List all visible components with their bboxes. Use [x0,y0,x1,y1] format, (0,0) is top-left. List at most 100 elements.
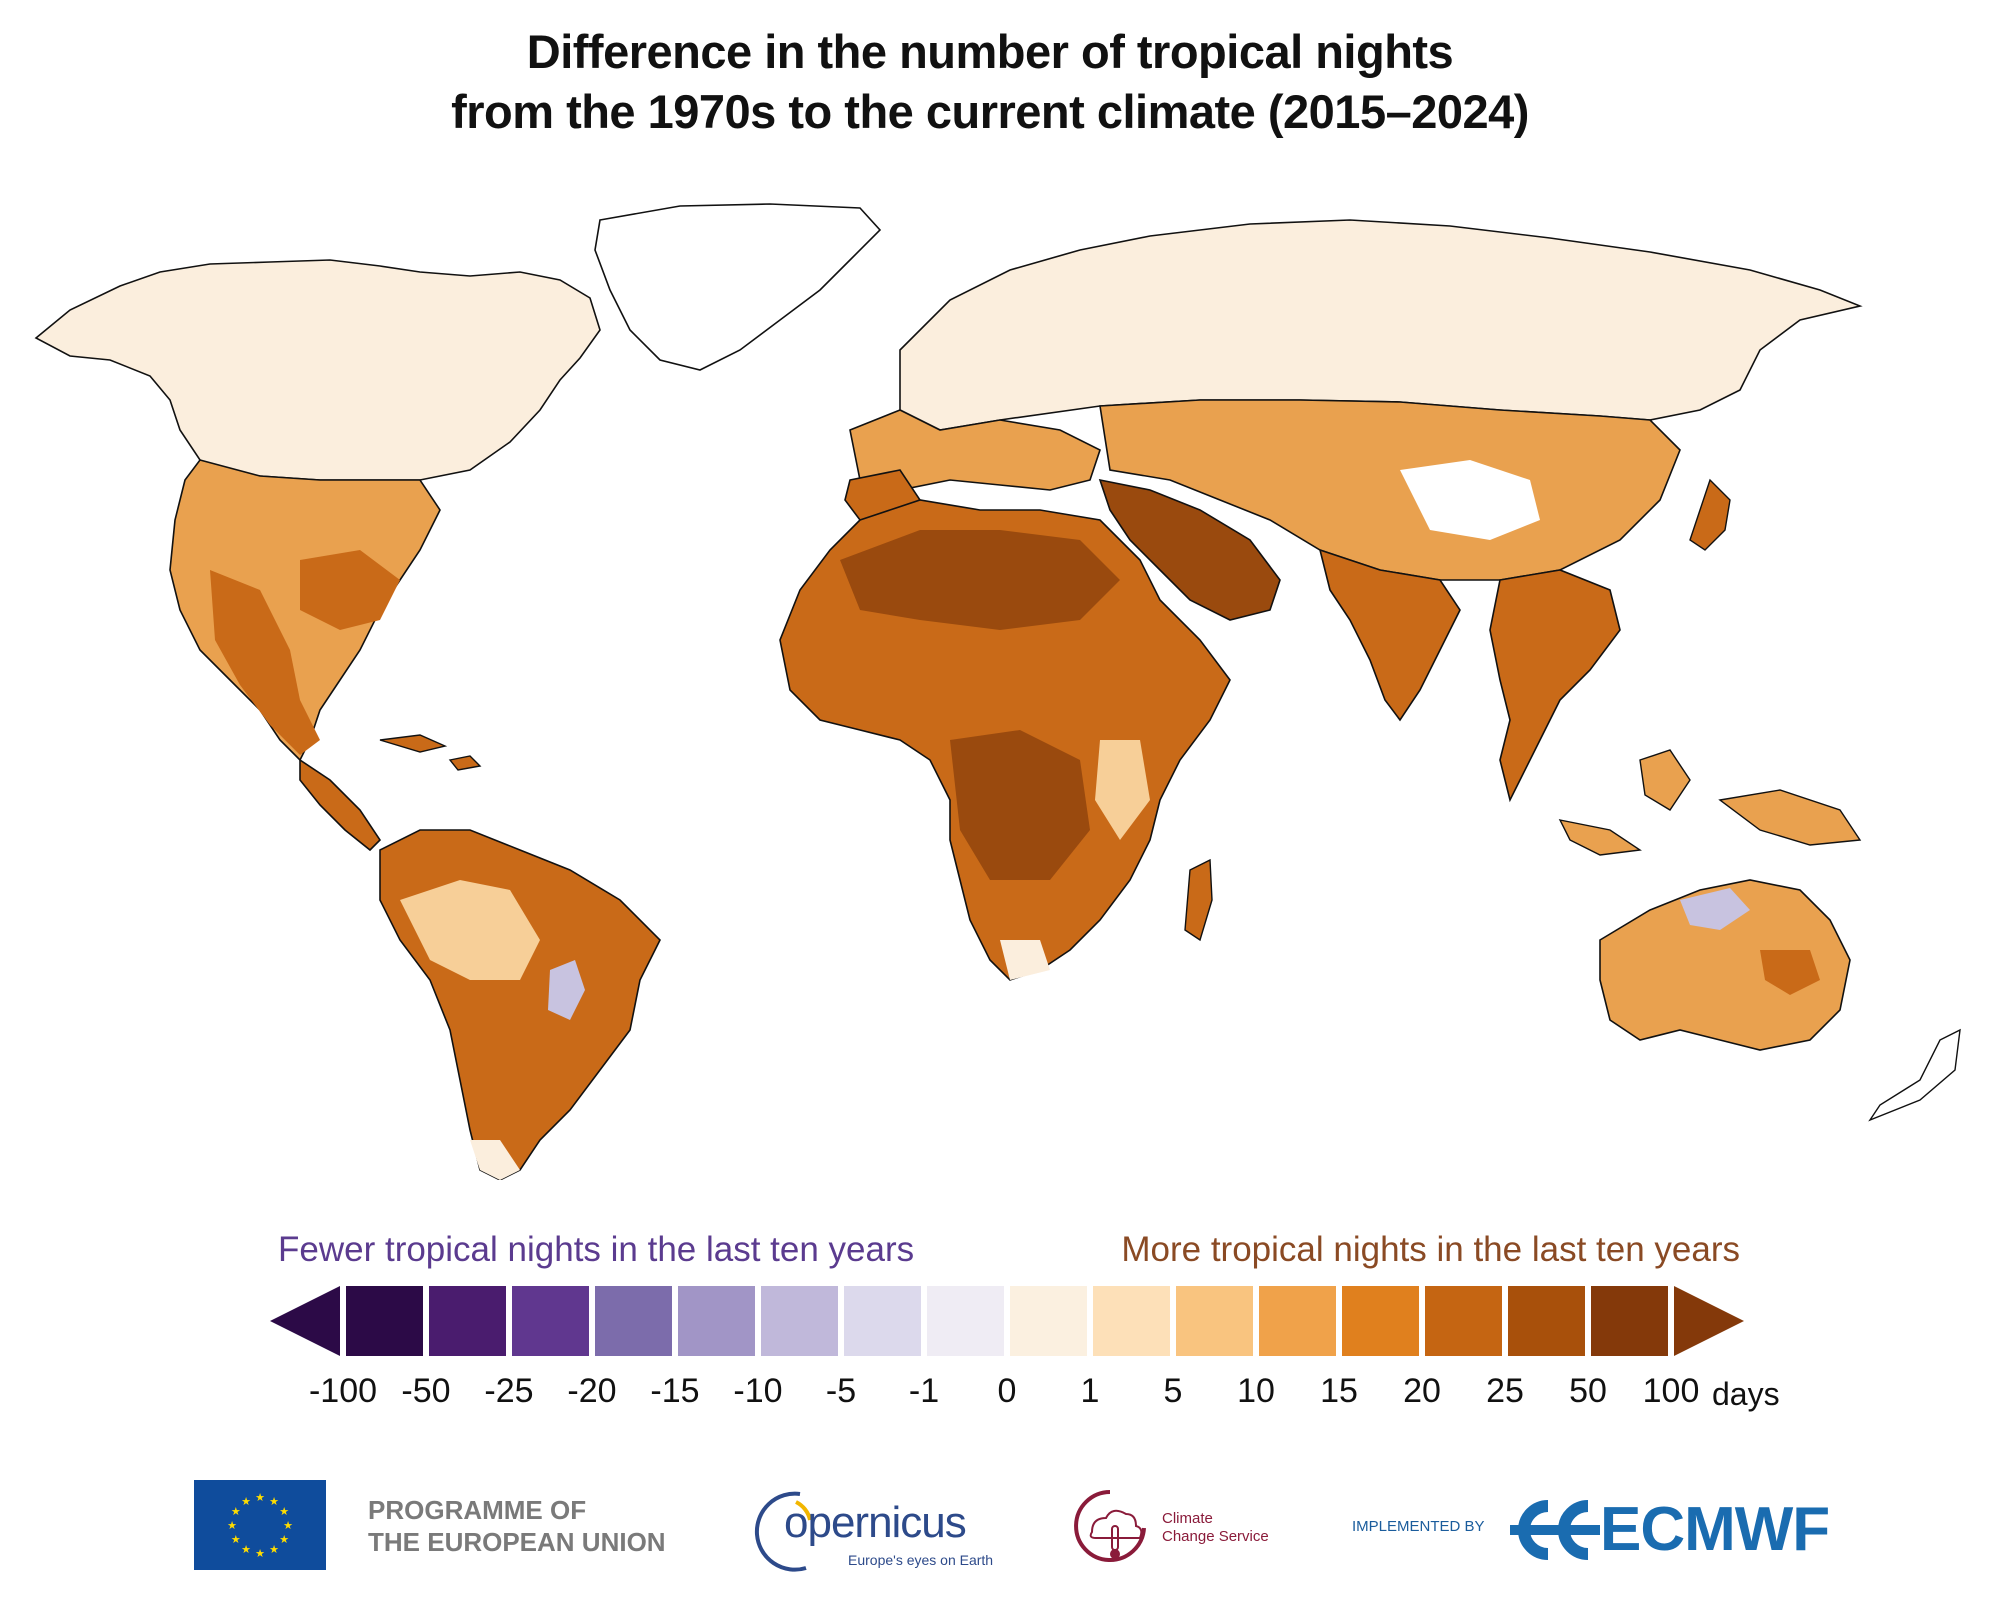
color-bar-tick-label: -100 [308,1372,378,1410]
region-indonesia [1558,749,1862,856]
region-patagonia [470,1140,520,1180]
world-map [34,203,1961,1180]
legend-more-label: More tropical nights in the last ten yea… [1121,1230,1740,1269]
region-greenland [594,203,882,371]
ecmwf-c-icon [1510,1500,1600,1560]
eu-star-icon: ★ [255,1492,265,1504]
region-central-america [299,758,382,852]
eu-stars-icon: ★ ★★★★★★★★★★★ [227,1492,293,1560]
map-title: Difference in the number of tropical nig… [0,22,1980,142]
region-eurasia-north [899,219,1863,431]
c3s-logo: Climate Change Service [1070,1480,1310,1580]
color-bar-tick-label: -20 [567,1372,617,1410]
region-southeast-asia [1489,569,1621,803]
region-central-africa [950,730,1090,880]
color-bar-tick-label: 25 [1486,1372,1524,1410]
color-bar-bin-8 [1010,1286,1087,1356]
ecmwf-wordmark: ECMWF [1600,1495,1830,1564]
region-australia-negative [1680,888,1750,930]
region-australia [1599,879,1851,1051]
region-south-america [379,829,661,1180]
c3s-text: Climate Change Service [1162,1510,1269,1546]
color-bar-tick-label: 1 [1080,1372,1100,1410]
eu-star-icon: ★ [283,1520,293,1532]
region-tibet [1400,460,1540,540]
region-north-america-north [34,259,601,481]
color-bar-ticks: -100 -50 -25 -20 -15 -10 -5 -1 0 1 5 10 15 20 25 50 100 [0,1372,2000,1422]
region-central-asia [1099,399,1681,581]
region-south-africa-pale [1000,940,1050,980]
region-us-southeast [300,550,400,630]
color-bar-tick-label: -5 [825,1372,857,1410]
implemented-by-label: IMPLEMENTED BY [1352,1518,1485,1535]
color-bar-tick-label: 50 [1569,1372,1607,1410]
color-bar-tick-label: -1 [908,1372,940,1410]
eu-programme-text: PROGRAMME OF THE EUROPEAN UNION [368,1494,666,1558]
region-sahara-core [840,530,1120,630]
color-bar-bin-6 [844,1286,921,1356]
region-new-zealand [1868,1028,1961,1122]
color-bar-bin-12 [1342,1286,1419,1356]
color-bar-bin-3 [595,1286,672,1356]
color-bar-tick-label: -25 [484,1372,534,1410]
eu-star-icon: ★ [231,1506,241,1518]
color-bar-under-arrow [270,1286,340,1356]
eu-star-icon: ★ [231,1534,241,1546]
eu-star-icon: ★ [279,1506,289,1518]
region-japan [1689,478,1731,551]
title-line-2: from the 1970s to the current climate (2… [451,85,1529,138]
eu-star-icon: ★ [241,1544,251,1556]
title-line-1: Difference in the number of tropical nig… [526,25,1454,78]
color-bar-bin-7 [927,1286,1004,1356]
ecmwf-logo: ECMWF [1500,1490,1870,1570]
thermometer-cloud-icon [1074,1490,1146,1562]
eu-star-icon: ★ [255,1548,265,1560]
eu-flag-logo: ★ ★ ★ ★ ★ ★ ★ ★ ★ ★ ★ ★ [194,1480,326,1570]
copernicus-wordmark: opernicus [784,1498,967,1547]
color-bar-bin-13 [1425,1286,1502,1356]
eu-star-icon: ★ [269,1544,279,1556]
color-bar [270,1286,1744,1356]
region-mexico [210,570,320,755]
color-bar-tick-label: 5 [1163,1372,1183,1410]
color-bar-over-arrow [1674,1286,1744,1356]
color-bar-bin-10 [1176,1286,1253,1356]
color-bar-tick-label: 20 [1403,1372,1441,1410]
color-bar-tick-label: -10 [733,1372,783,1410]
region-madagascar [1184,858,1213,942]
color-bar-bin-15 [1591,1286,1668,1356]
color-bar-tick-label: -50 [401,1372,451,1410]
color-bar-bin-4 [678,1286,755,1356]
eu-line-2: THE EUROPEAN UNION [368,1527,666,1557]
color-bar-bin-5 [761,1286,838,1356]
eu-star-icon: ★ [227,1520,237,1532]
region-amazon-negative [548,960,585,1020]
color-bar-bin-9 [1093,1286,1170,1356]
region-australia-core [1760,950,1820,995]
color-bar-tick-label: 15 [1320,1372,1358,1410]
eu-line-1: PROGRAMME OF [368,1495,587,1525]
region-caribbean [379,734,482,771]
footer-logos: ★ ★ ★ ★ ★ ★ ★ ★ ★ ★ ★ ★ PROGRAMME OF THE EUROPEAN U… [0,1480,2000,1580]
color-bar-bin-0 [346,1286,423,1356]
eu-star-icon: ★ [279,1534,289,1546]
region-east-africa-pale [1095,740,1150,840]
color-bar-tick-label: -15 [650,1372,700,1410]
region-india [1318,548,1461,722]
region-amazon-pale [400,880,540,980]
region-middle-east [1098,478,1281,621]
legend-fewer-label: Fewer tropical nights in the last ten ye… [278,1230,915,1269]
copernicus-logo: opernicus Europe's eyes on Earth [740,1480,1010,1580]
copernicus-arc-icon [754,1491,812,1572]
c3s-line-2: Change Service [1162,1528,1269,1545]
color-bar-bin-1 [429,1286,506,1356]
copernicus-tagline: Europe's eyes on Earth [848,1552,994,1568]
color-bar-tick-label: 0 [997,1372,1017,1410]
eu-star-icon: ★ [241,1496,251,1508]
color-bar-tick-label: 10 [1237,1372,1275,1410]
color-bar-bin-11 [1259,1286,1336,1356]
c3s-line-1: Climate [1162,1510,1213,1527]
color-bar-bin-2 [512,1286,589,1356]
color-bar-bin-14 [1508,1286,1585,1356]
legend-unit: days [1712,1376,1780,1412]
